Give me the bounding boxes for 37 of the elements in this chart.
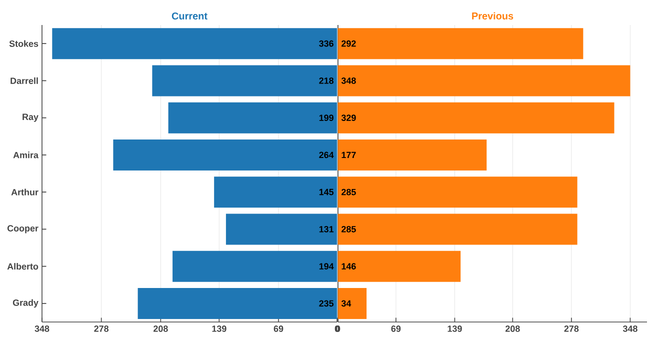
x-tick-label: 348 (622, 326, 638, 332)
x-tick-label: 208 (505, 326, 520, 332)
data-label: 285 (342, 226, 356, 232)
y-tick-label: Stokes (9, 40, 38, 47)
data-label: 194 (319, 263, 334, 270)
x-tick-label: 208 (154, 326, 168, 332)
y-tick-label: Cooper (7, 225, 38, 234)
chart-title: Previous (472, 12, 514, 20)
data-label: 336 (319, 40, 334, 47)
y-tick-label: Darrell (10, 77, 38, 84)
data-label: 235 (319, 300, 334, 307)
data-label: 348 (341, 78, 356, 84)
data-label: 146 (342, 263, 356, 270)
x-tick-label: 69 (391, 326, 401, 332)
x-tick-label: 278 (94, 326, 109, 332)
x-tick-label: 69 (274, 326, 284, 332)
data-label: 329 (341, 114, 356, 121)
bar (338, 288, 367, 319)
data-label: 264 (319, 152, 334, 158)
chart-title: Current (172, 12, 208, 20)
data-label: 292 (342, 40, 356, 47)
y-tick-label: Amira (13, 152, 39, 158)
data-label: 285 (342, 188, 356, 196)
data-label: 177 (342, 152, 356, 158)
data-label: 218 (319, 78, 334, 84)
x-tick-label: 139 (448, 326, 462, 332)
y-tick-label: Alberto (7, 263, 38, 270)
x-tick-label: 278 (564, 326, 579, 332)
data-label: 199 (319, 114, 334, 121)
y-tick-label: Ray (22, 114, 38, 122)
data-label: 145 (319, 188, 334, 196)
data-label: 34 (341, 300, 352, 307)
x-tick-label: 348 (34, 326, 50, 332)
data-label: 131 (319, 226, 334, 232)
y-tick-label: Grady (12, 299, 38, 308)
y-tick-label: Arthur (11, 188, 38, 196)
x-tick-label: 139 (212, 326, 226, 332)
